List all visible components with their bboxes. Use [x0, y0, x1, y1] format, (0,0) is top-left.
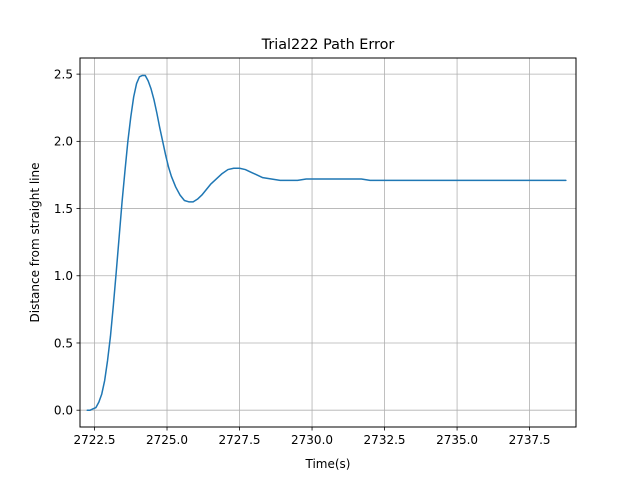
y-axis-label: Distance from straight line — [28, 162, 42, 322]
y-tick-label: 1.5 — [54, 202, 73, 216]
chart-title: Trial222 Path Error — [261, 37, 395, 53]
y-tick-label: 0.0 — [54, 403, 73, 417]
grid — [80, 58, 576, 427]
series-line — [86, 74, 567, 411]
x-tick-label: 2725.0 — [146, 433, 188, 447]
x-tick-label: 2722.5 — [74, 433, 116, 447]
x-axis-label: Time(s) — [305, 457, 351, 471]
y-tick-label: 2.5 — [54, 67, 73, 81]
ticks: 2722.5 2725.0 2727.5 2730.0 2732.5 2735.0 2737… — [54, 67, 551, 447]
plot-frame — [79, 57, 577, 428]
x-tick-label: 2727.5 — [219, 433, 261, 447]
y-tick-label: 2.0 — [54, 135, 73, 149]
x-tick-label: 2730.0 — [291, 433, 333, 447]
y-tick-label: 1.0 — [54, 269, 73, 283]
y-tick-label: 0.5 — [54, 336, 73, 350]
series-layer — [86, 74, 567, 411]
x-tick-label: 2732.5 — [364, 433, 406, 447]
x-tick-label: 2735.0 — [436, 433, 478, 447]
x-tick-label: 2737.5 — [509, 433, 551, 447]
